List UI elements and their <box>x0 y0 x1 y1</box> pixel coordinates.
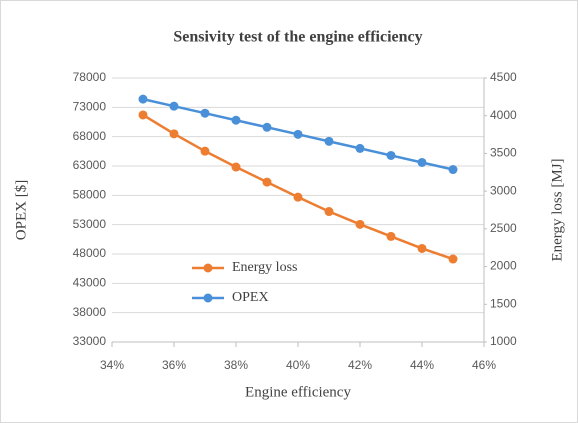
y2-tick-label: 4500 <box>490 70 517 84</box>
legend-label: Energy loss <box>232 260 297 275</box>
series-marker <box>262 177 272 187</box>
x-tick-label: 40% <box>286 358 310 372</box>
x-tick-label: 36% <box>162 358 186 372</box>
y2-tick-label: 2500 <box>490 221 517 235</box>
y2-tick-label: 3500 <box>490 146 517 160</box>
y-tick-label: 38000 <box>73 305 107 319</box>
y2-tick-label: 1500 <box>490 296 517 310</box>
y-tick-label: 33000 <box>73 334 107 348</box>
series-marker <box>448 165 458 175</box>
y-tick-label: 48000 <box>73 246 107 260</box>
x-tick-label: 46% <box>472 358 496 372</box>
y2-tick-label: 3000 <box>490 183 517 197</box>
y-tick-label: 68000 <box>73 129 107 143</box>
series-marker <box>169 129 179 139</box>
series-marker <box>231 115 241 125</box>
series-marker <box>324 207 334 217</box>
y2-axis-label: Energy loss [MJ] <box>549 158 565 261</box>
series-marker <box>324 136 334 146</box>
y2-tick-label: 2000 <box>490 259 517 273</box>
y-tick-label: 43000 <box>73 276 107 290</box>
chart-title: Sensivity test of the engine efficiency <box>173 29 422 46</box>
x-tick-label: 44% <box>410 358 434 372</box>
series-marker <box>448 254 458 264</box>
series-marker <box>386 150 396 160</box>
series-marker <box>262 122 272 132</box>
series-marker <box>200 108 210 118</box>
x-axis-label: Engine efficiency <box>245 384 351 400</box>
legend-marker <box>203 293 213 303</box>
series-marker <box>200 146 210 156</box>
y-tick-label: 73000 <box>73 100 107 114</box>
legend-marker <box>203 263 213 273</box>
series-marker <box>417 157 427 167</box>
series-marker <box>231 162 241 172</box>
series-marker <box>355 219 365 229</box>
series-marker <box>293 129 303 139</box>
y-tick-label: 53000 <box>73 217 107 231</box>
legend-label: OPEX <box>232 290 269 305</box>
y-tick-label: 63000 <box>73 158 107 172</box>
series-marker <box>138 94 148 104</box>
x-tick-label: 42% <box>348 358 372 372</box>
y-tick-label: 58000 <box>73 188 107 202</box>
y2-tick-label: 1000 <box>490 334 517 348</box>
series-marker <box>138 110 148 120</box>
series-marker <box>417 243 427 253</box>
series-marker <box>386 231 396 241</box>
y-tick-label: 78000 <box>73 70 107 84</box>
x-tick-label: 34% <box>100 358 124 372</box>
x-tick-label: 38% <box>224 358 248 372</box>
series-marker <box>169 101 179 111</box>
y-axis-label: OPEX [$] <box>13 180 29 240</box>
y2-tick-label: 4000 <box>490 108 517 122</box>
series-marker <box>355 143 365 153</box>
series-marker <box>293 192 303 202</box>
